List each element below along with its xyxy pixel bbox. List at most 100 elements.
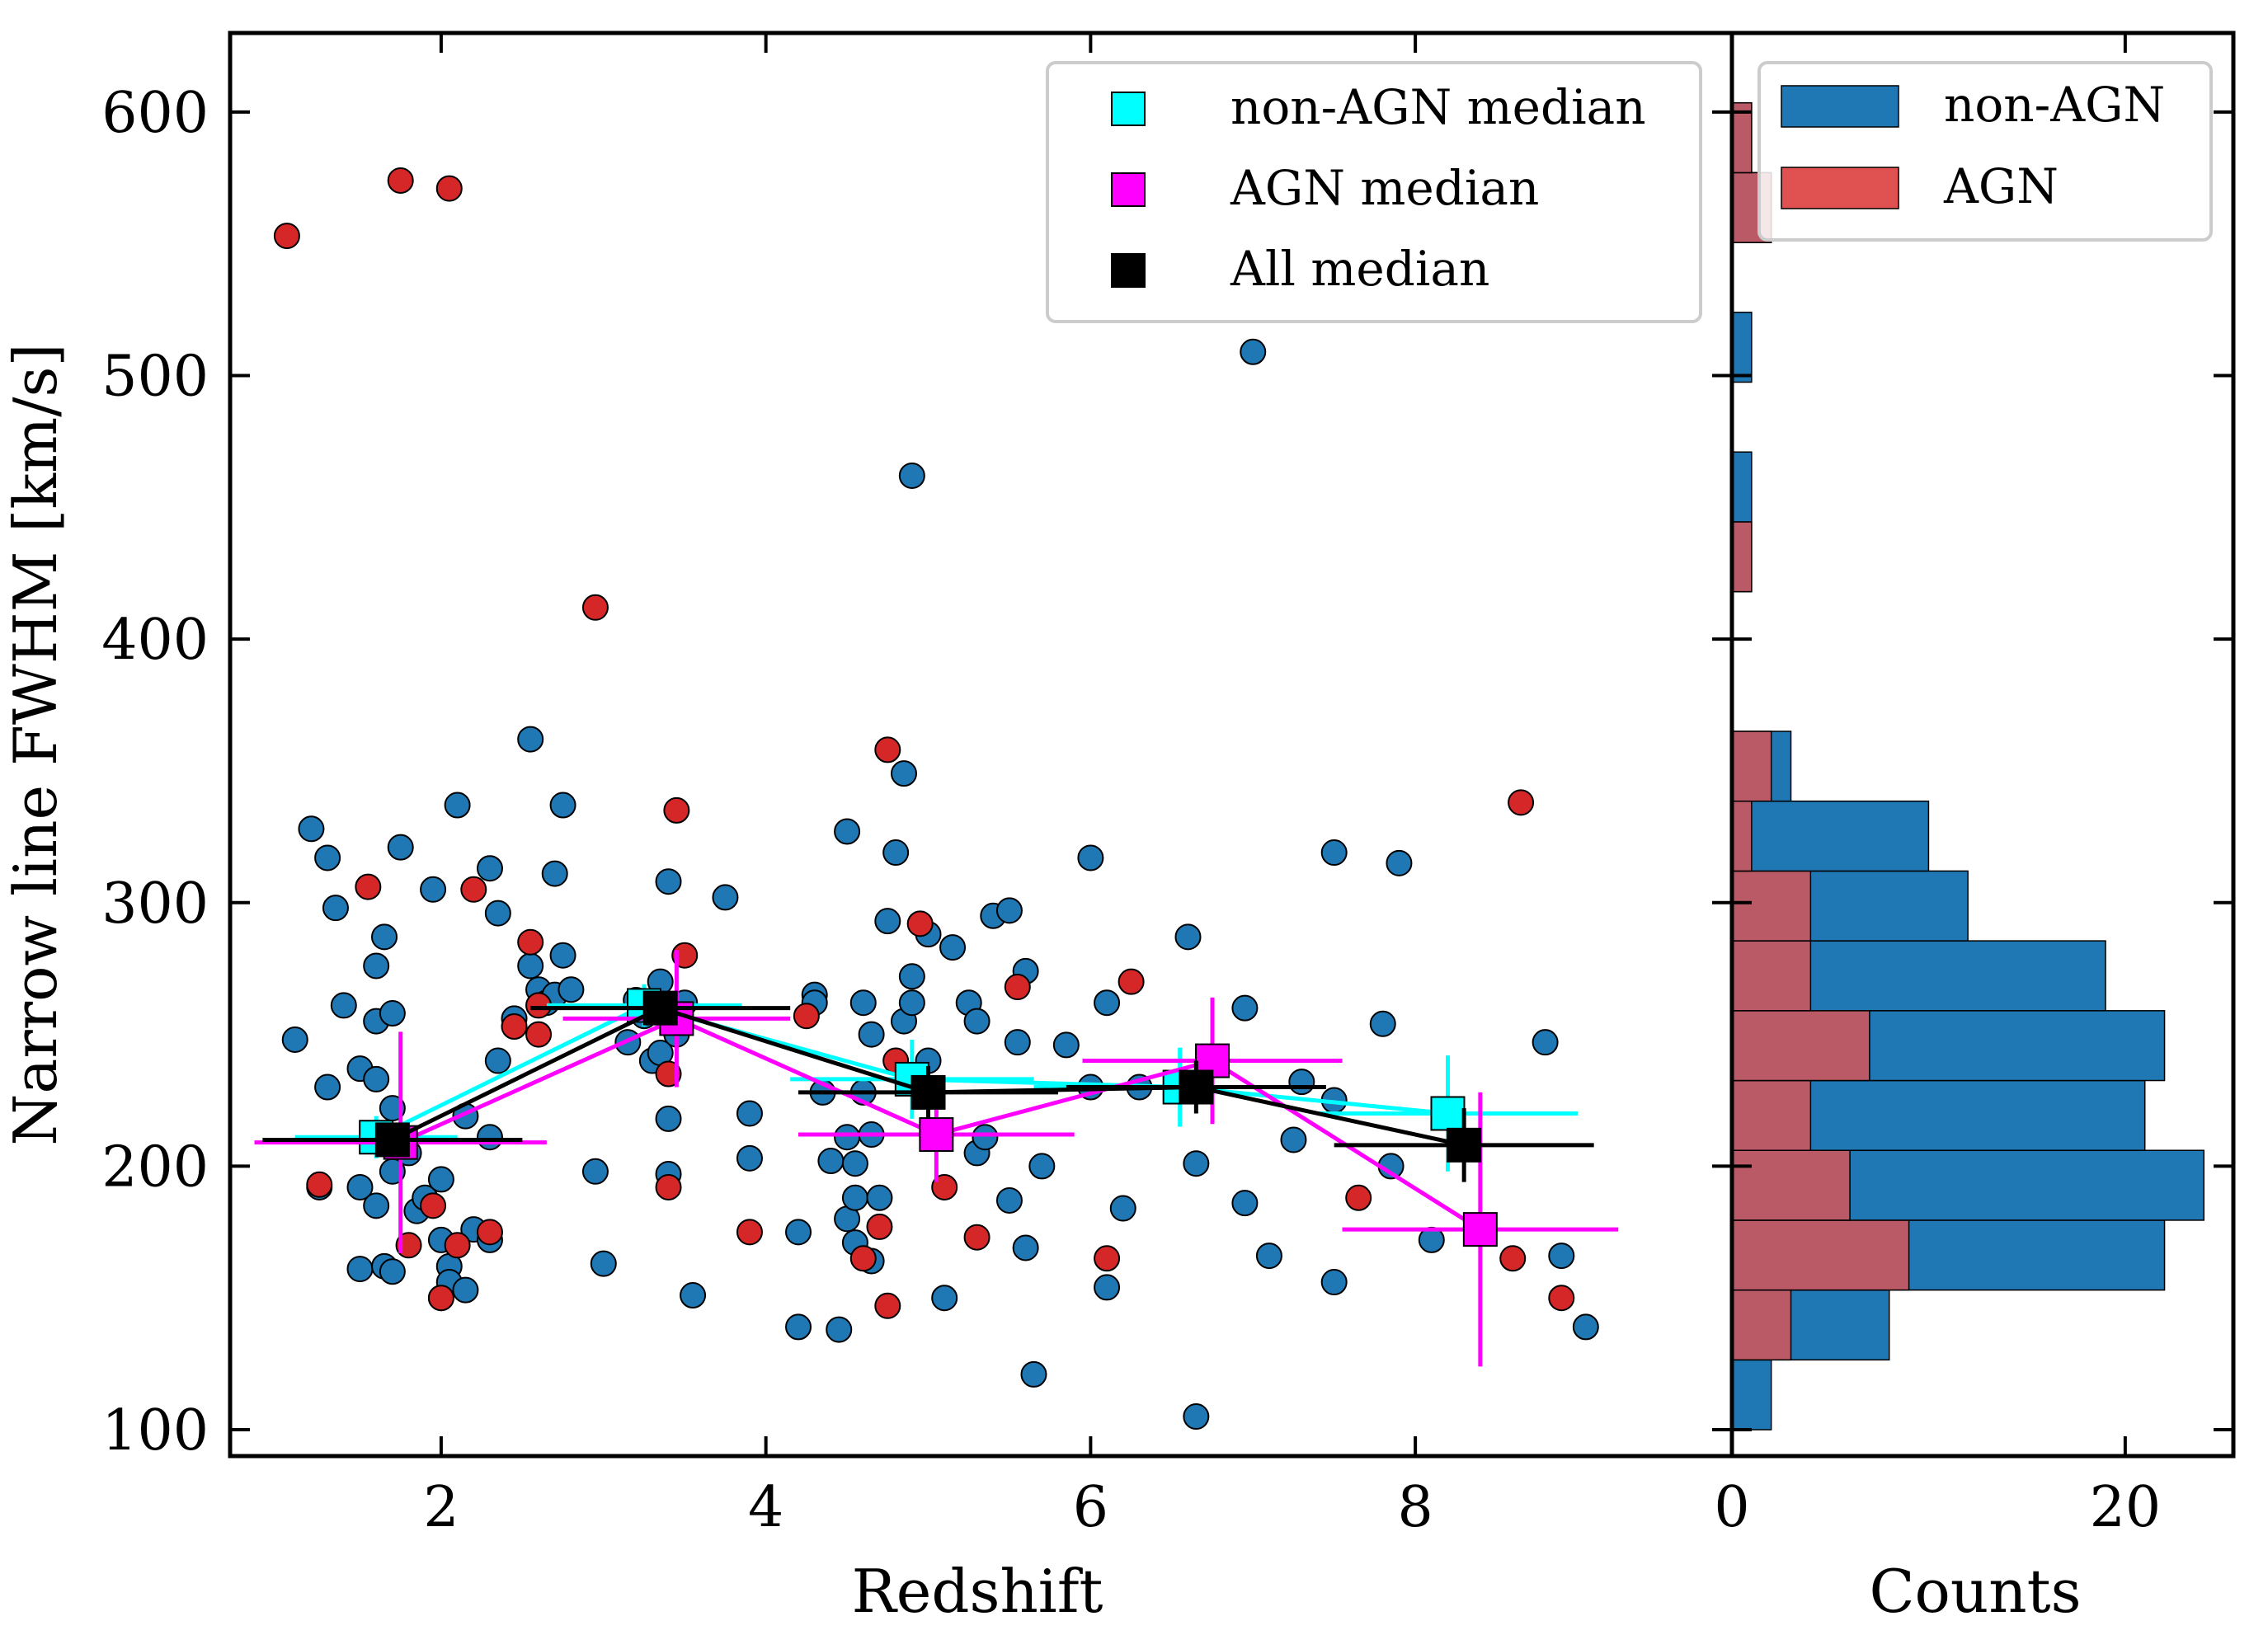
scatter-point-non-agn bbox=[1094, 1274, 1121, 1301]
scatter-point-non-agn bbox=[379, 1258, 406, 1285]
scatter-point-non-agn bbox=[655, 1105, 682, 1132]
legend-marker-all-median bbox=[1111, 253, 1146, 288]
scatter-point-non-agn bbox=[281, 1026, 308, 1053]
scatter-point-non-agn bbox=[484, 900, 511, 927]
scatter-point-agn bbox=[849, 1245, 877, 1272]
scatter-point-non-agn bbox=[785, 1313, 812, 1341]
scatter-point-non-agn bbox=[841, 1184, 868, 1211]
scatter-point-non-agn bbox=[785, 1219, 812, 1246]
scatter-point-non-agn bbox=[882, 839, 910, 867]
x-tick-label: 2 bbox=[423, 1475, 459, 1540]
scatter-point-non-agn bbox=[541, 860, 568, 887]
scatter-point-non-agn bbox=[841, 1150, 868, 1177]
scatter-point-agn bbox=[1094, 1245, 1121, 1272]
x-tick-label: 6 bbox=[1073, 1475, 1108, 1540]
x-tick-label: 4 bbox=[748, 1475, 783, 1540]
scatter-point-agn bbox=[387, 167, 414, 194]
scatter-point-non-agn bbox=[1109, 1195, 1136, 1222]
scatter-point-non-agn bbox=[346, 1256, 374, 1283]
hist-bar-agn bbox=[1731, 800, 1753, 872]
y-tick-label: 100 bbox=[101, 1398, 209, 1463]
hist-bar-agn bbox=[1731, 1079, 1812, 1151]
hist-bar-non-agn bbox=[1731, 312, 1753, 383]
scatter-point-agn bbox=[793, 1003, 820, 1030]
histogram-bars bbox=[1731, 101, 2204, 1431]
scatter-point-non-agn bbox=[298, 815, 325, 843]
scatter-point-non-agn bbox=[890, 760, 917, 787]
scatter-point-non-agn bbox=[939, 934, 967, 961]
hist-x-axis-label: Counts bbox=[1869, 1557, 2081, 1626]
scatter-point-non-agn bbox=[484, 1047, 511, 1074]
scatter-point-non-agn bbox=[1183, 1403, 1210, 1431]
scatter-point-non-agn bbox=[314, 1073, 341, 1101]
scatter-point-non-agn bbox=[379, 1000, 406, 1027]
scatter-point-non-agn bbox=[898, 462, 925, 489]
scatter-point-agn bbox=[1508, 789, 1535, 816]
all-median-marker bbox=[1179, 1069, 1214, 1105]
scatter-point-non-agn bbox=[1255, 1243, 1282, 1270]
scatter-point-agn bbox=[435, 175, 463, 202]
scatter-point-agn bbox=[866, 1213, 893, 1240]
scatter-point-agn bbox=[420, 1192, 447, 1219]
scatter-point-non-agn bbox=[1183, 1150, 1210, 1177]
legend-marker-agn-median bbox=[1111, 172, 1146, 207]
scatter-point-non-agn bbox=[590, 1250, 617, 1277]
scatter-points bbox=[273, 167, 1599, 1431]
legend-label-agn: AGN bbox=[1943, 158, 2059, 214]
scatter-point-non-agn bbox=[931, 1285, 958, 1312]
scatter-point-non-agn bbox=[1012, 1234, 1039, 1261]
hist-bar-agn bbox=[1731, 1289, 1792, 1361]
scatter-point-non-agn bbox=[1369, 1010, 1396, 1037]
axis-ticks: 2 4 6 8 100 200 300 400 500 600 0 20 bbox=[101, 33, 2233, 1540]
y-tick-label: 200 bbox=[101, 1135, 209, 1200]
scatter-point-non-agn bbox=[1280, 1126, 1307, 1153]
legend-label-all-median: All median bbox=[1230, 241, 1489, 297]
x-tick-label: 8 bbox=[1397, 1475, 1433, 1540]
scatter-point-non-agn bbox=[995, 897, 1023, 924]
scatter-point-agn bbox=[525, 1021, 553, 1048]
scatter-point-non-agn bbox=[1320, 839, 1348, 867]
scatter-point-non-agn bbox=[874, 908, 901, 935]
hist-bar-agn bbox=[1731, 940, 1812, 1012]
scatter-point-non-agn bbox=[581, 1158, 609, 1185]
scatter-point-non-agn bbox=[444, 792, 471, 819]
legend-label-non-agn: non-AGN bbox=[1944, 77, 2165, 133]
scatter-point-agn bbox=[517, 928, 544, 956]
hist-bar-agn bbox=[1731, 731, 1772, 802]
x-axis-label: Redshift bbox=[852, 1557, 1103, 1626]
scatter-point-non-agn bbox=[346, 1173, 374, 1200]
scatter-point-non-agn bbox=[322, 895, 349, 922]
hist-x-tick-label: 0 bbox=[1714, 1475, 1749, 1540]
scatter-point-non-agn bbox=[736, 1144, 763, 1172]
hist-plot-frame bbox=[1729, 31, 2236, 1459]
scatter-point-non-agn bbox=[712, 884, 739, 911]
scatter-point-non-agn bbox=[452, 1276, 479, 1304]
scatter-point-non-agn bbox=[1028, 1153, 1056, 1180]
scatter-point-non-agn bbox=[476, 855, 503, 882]
legend-patch-agn bbox=[1781, 167, 1899, 209]
scatter-point-non-agn bbox=[363, 1192, 390, 1219]
y-axis-label: Narrow line FWHM [km/s] bbox=[1, 343, 70, 1145]
hist-bar-non-agn bbox=[1731, 800, 1930, 872]
scatter-point-non-agn bbox=[1320, 1269, 1348, 1296]
scatter-point-agn bbox=[1345, 1184, 1372, 1211]
scatter-point-non-agn bbox=[1077, 844, 1104, 871]
scatter-point-agn bbox=[874, 1292, 901, 1319]
scatter-point-agn bbox=[444, 1232, 471, 1259]
scatter-point-non-agn bbox=[1094, 989, 1121, 1017]
scatter-point-agn bbox=[1004, 974, 1031, 1001]
scatter-point-non-agn bbox=[995, 1186, 1023, 1214]
hist-legend: non-AGN AGN bbox=[1757, 61, 2213, 242]
median-series bbox=[254, 950, 1619, 1367]
legend-marker-non-agn-median bbox=[1111, 92, 1146, 126]
scatter-point-non-agn bbox=[1020, 1360, 1047, 1388]
hist-bar-agn bbox=[1731, 870, 1812, 942]
scatter-point-non-agn bbox=[1231, 1190, 1259, 1217]
hist-x-tick-label: 20 bbox=[2090, 1475, 2162, 1540]
scatter-point-non-agn bbox=[476, 1124, 503, 1151]
scatter-point-agn bbox=[427, 1285, 454, 1312]
all-median-marker bbox=[910, 1074, 946, 1110]
hist-bar-non-agn bbox=[1731, 451, 1753, 523]
scatter-point-non-agn bbox=[330, 992, 357, 1019]
main-legend: non-AGN median AGN median All median bbox=[1046, 61, 1702, 323]
